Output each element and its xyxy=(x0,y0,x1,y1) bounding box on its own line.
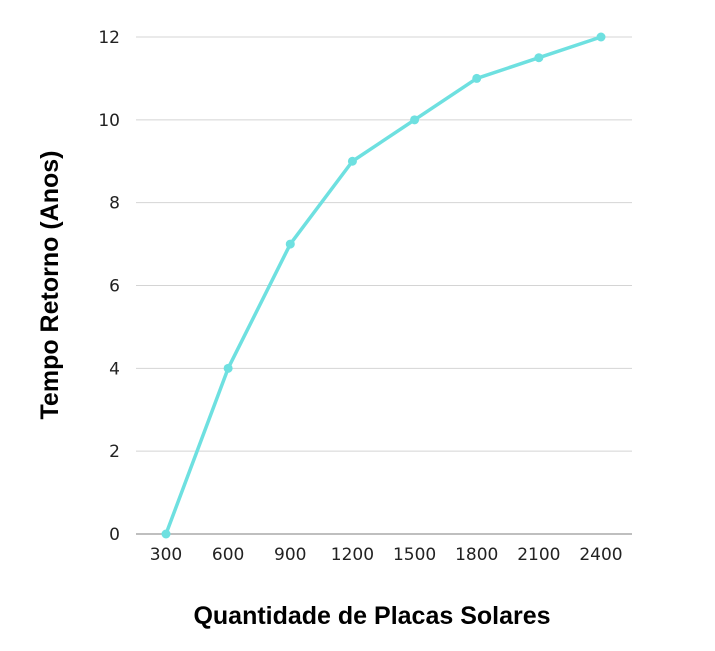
data-point xyxy=(223,363,233,373)
x-tick-label: 1800 xyxy=(455,545,498,565)
data-point xyxy=(472,73,482,83)
series-line xyxy=(164,35,603,536)
x-tick-label: 300 xyxy=(150,545,182,565)
data-point xyxy=(347,156,357,166)
y-axis-title: Tempo Retorno (Anos) xyxy=(36,151,64,420)
data-point xyxy=(410,115,420,125)
y-tick-label: 6 xyxy=(109,277,120,297)
x-tick-label: 600 xyxy=(212,545,244,565)
data-point xyxy=(596,32,606,42)
series-layer xyxy=(161,32,606,539)
y-tick-label: 4 xyxy=(109,359,120,379)
x-tick-label: 1200 xyxy=(331,545,374,565)
data-point xyxy=(285,239,295,249)
x-tick-label: 900 xyxy=(274,545,306,565)
y-tick-label: 12 xyxy=(98,28,120,48)
axes: 0 2 4 6 8 10 12 300 600 900 1200 1500 1800 2100 2400 xyxy=(98,28,632,565)
gridlines xyxy=(136,36,632,452)
y-tick-label: 10 xyxy=(98,111,120,131)
x-tick-label: 2400 xyxy=(579,545,622,565)
x-tick-label: 1500 xyxy=(393,545,436,565)
x-axis-title: Quantidade de Placas Solares xyxy=(193,602,550,630)
x-tick-label: 2100 xyxy=(517,545,560,565)
data-point xyxy=(161,529,171,539)
data-point xyxy=(534,53,544,63)
y-tick-label: 2 xyxy=(109,442,120,462)
y-tick-label: 8 xyxy=(109,194,120,214)
y-tick-label: 0 xyxy=(109,525,120,545)
